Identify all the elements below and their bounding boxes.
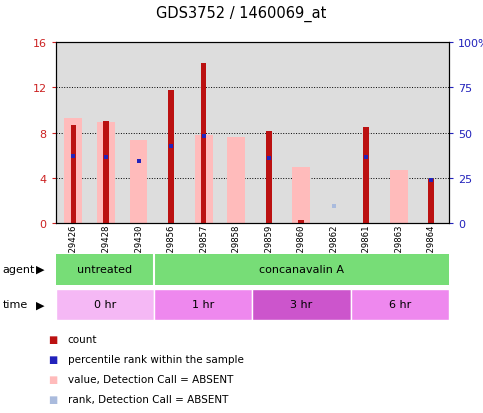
- Bar: [154, 254, 449, 285]
- Text: 1 hr: 1 hr: [192, 299, 214, 310]
- Bar: [65, 119, 83, 223]
- Bar: [195, 135, 213, 223]
- Text: count: count: [68, 335, 97, 344]
- Bar: [298, 221, 304, 223]
- Bar: [154, 289, 252, 320]
- Bar: [168, 90, 174, 223]
- Bar: [390, 170, 408, 223]
- Bar: [351, 289, 449, 320]
- Text: concanavalin A: concanavalin A: [259, 264, 344, 275]
- Bar: [252, 289, 351, 320]
- Text: time: time: [2, 299, 28, 310]
- Bar: [227, 138, 245, 223]
- Text: ▶: ▶: [36, 299, 44, 310]
- Bar: [200, 64, 207, 223]
- Bar: [97, 123, 115, 223]
- Text: untreated: untreated: [77, 264, 132, 275]
- Bar: [56, 254, 154, 285]
- Text: ■: ■: [48, 374, 58, 384]
- Text: ■: ■: [48, 394, 58, 404]
- Text: GDS3752 / 1460069_at: GDS3752 / 1460069_at: [156, 6, 327, 22]
- Text: value, Detection Call = ABSENT: value, Detection Call = ABSENT: [68, 374, 233, 384]
- Text: 3 hr: 3 hr: [290, 299, 313, 310]
- Text: rank, Detection Call = ABSENT: rank, Detection Call = ABSENT: [68, 394, 228, 404]
- Text: ▶: ▶: [36, 264, 44, 275]
- Text: 0 hr: 0 hr: [94, 299, 116, 310]
- Text: ■: ■: [48, 335, 58, 344]
- Bar: [363, 128, 369, 223]
- Bar: [103, 122, 109, 223]
- Text: agent: agent: [2, 264, 35, 275]
- Text: percentile rank within the sample: percentile rank within the sample: [68, 354, 243, 364]
- Bar: [56, 289, 154, 320]
- Text: 6 hr: 6 hr: [389, 299, 411, 310]
- Bar: [71, 125, 76, 223]
- Bar: [428, 179, 434, 223]
- Bar: [129, 141, 147, 223]
- Text: ■: ■: [48, 354, 58, 364]
- Bar: [292, 168, 310, 223]
- Bar: [266, 131, 271, 223]
